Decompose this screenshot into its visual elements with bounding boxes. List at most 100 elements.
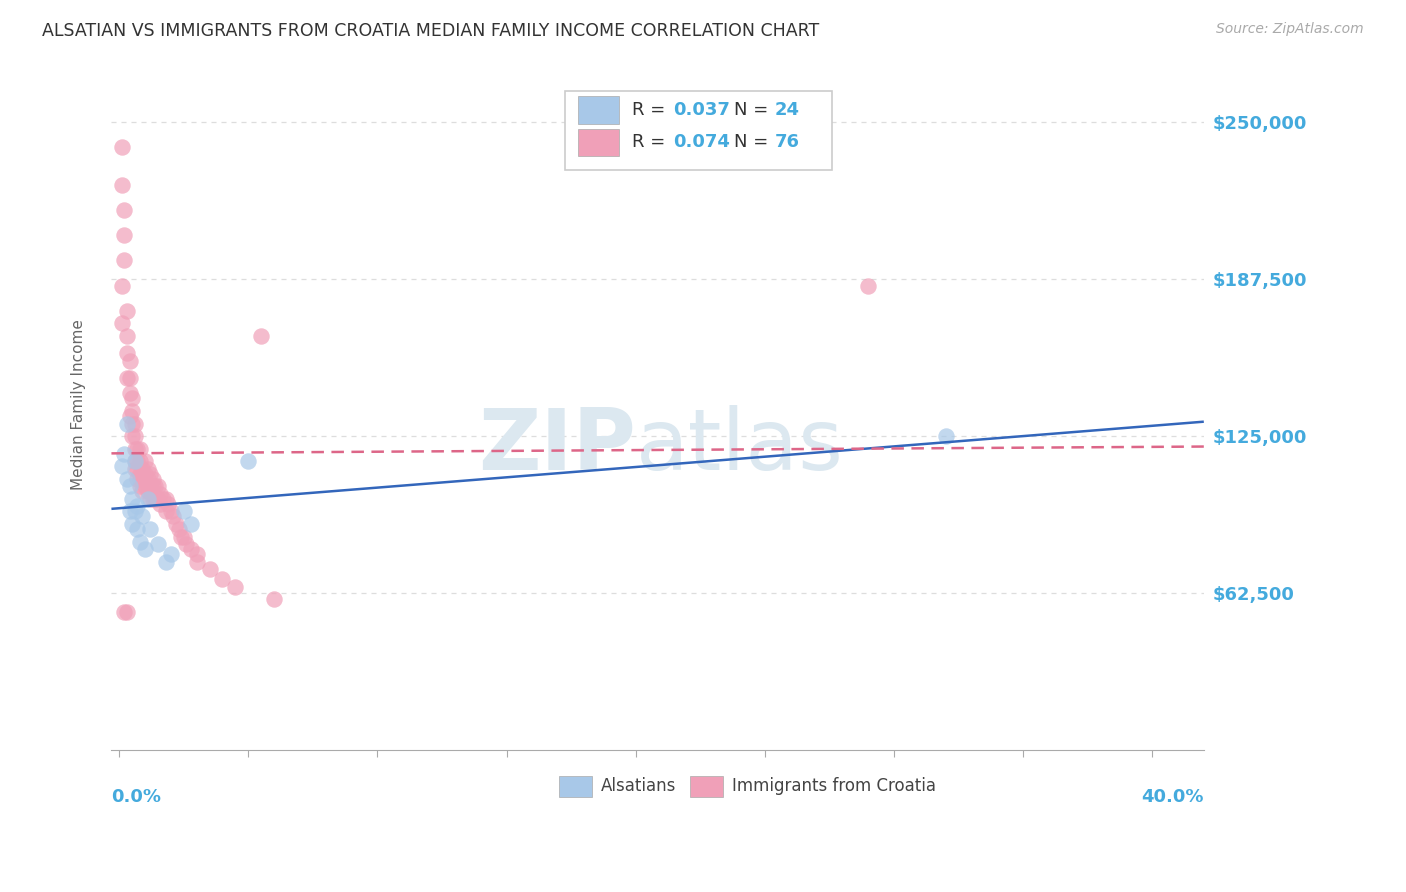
Point [112, 447, 135, 461]
Text: 76: 76 [775, 134, 800, 152]
Text: ZIP: ZIP [478, 405, 636, 488]
Point [152, 491, 174, 506]
Point [142, 491, 165, 506]
Point [121, 404, 143, 418]
Point [139, 467, 162, 481]
Point [139, 522, 162, 536]
Point [111, 178, 134, 193]
Point [142, 479, 165, 493]
Point [128, 534, 150, 549]
Point [155, 504, 177, 518]
Point [180, 542, 202, 557]
Point [146, 537, 169, 551]
Point [146, 491, 169, 506]
Point [180, 516, 202, 531]
Point [128, 472, 150, 486]
Point [159, 547, 181, 561]
Point [127, 500, 149, 514]
Text: R =: R = [633, 101, 672, 119]
Point [139, 491, 162, 506]
Text: Immigrants from Croatia: Immigrants from Croatia [733, 778, 936, 796]
Point [250, 328, 273, 343]
Text: R =: R = [633, 134, 672, 152]
Point [118, 504, 141, 518]
Text: Source: ZipAtlas.com: Source: ZipAtlas.com [1216, 22, 1364, 37]
Point [111, 459, 134, 474]
Point [134, 467, 156, 481]
Text: 24: 24 [775, 101, 800, 119]
Point [118, 386, 141, 401]
Point [115, 346, 138, 360]
Point [131, 509, 153, 524]
Point [131, 461, 153, 475]
Point [127, 442, 149, 456]
Point [111, 316, 134, 330]
Point [115, 605, 138, 619]
Point [142, 472, 165, 486]
Point [115, 417, 138, 431]
Point [127, 472, 149, 486]
Point [131, 472, 153, 486]
Point [198, 562, 221, 576]
Point [263, 592, 285, 607]
Text: N =: N = [734, 101, 775, 119]
Text: Alsatians: Alsatians [600, 778, 676, 796]
Point [170, 529, 193, 543]
Point [112, 253, 135, 268]
Point [173, 529, 195, 543]
Point [176, 537, 198, 551]
Point [238, 454, 260, 468]
Point [935, 429, 957, 443]
Point [115, 472, 138, 486]
Point [134, 479, 156, 493]
Point [115, 328, 138, 343]
Point [211, 572, 233, 586]
Point [127, 454, 149, 468]
Point [121, 516, 143, 531]
Point [118, 353, 141, 368]
Point [128, 442, 150, 456]
Point [118, 409, 141, 423]
Text: 0.037: 0.037 [673, 101, 730, 119]
Bar [560, 776, 592, 797]
Point [118, 479, 141, 493]
Point [112, 228, 135, 243]
Point [157, 497, 180, 511]
Point [115, 371, 138, 385]
Point [186, 547, 208, 561]
FancyBboxPatch shape [565, 91, 832, 170]
Text: 40.0%: 40.0% [1142, 788, 1204, 805]
Point [155, 491, 177, 506]
Point [121, 392, 143, 406]
Point [121, 429, 143, 443]
Text: atlas: atlas [636, 405, 844, 488]
Bar [578, 96, 620, 124]
Point [118, 371, 141, 385]
Point [127, 522, 149, 536]
Point [136, 472, 159, 486]
Point [186, 555, 208, 569]
Point [124, 417, 146, 431]
Text: 0.0%: 0.0% [111, 788, 162, 805]
Point [111, 140, 134, 154]
Point [128, 467, 150, 481]
Point [124, 461, 146, 475]
Point [124, 504, 146, 518]
Point [136, 461, 159, 475]
Point [143, 491, 166, 506]
Point [134, 542, 156, 557]
Text: 0.074: 0.074 [673, 134, 730, 152]
Bar [690, 776, 723, 797]
Point [124, 429, 146, 443]
Point [124, 442, 146, 456]
Text: Median Family Income: Median Family Income [72, 319, 86, 491]
Point [121, 417, 143, 431]
Point [856, 278, 879, 293]
Point [224, 580, 246, 594]
Point [112, 203, 135, 218]
Point [136, 484, 159, 499]
Point [115, 303, 138, 318]
Text: ALSATIAN VS IMMIGRANTS FROM CROATIA MEDIAN FAMILY INCOME CORRELATION CHART: ALSATIAN VS IMMIGRANTS FROM CROATIA MEDI… [42, 22, 820, 40]
Point [127, 461, 149, 475]
Point [128, 454, 150, 468]
